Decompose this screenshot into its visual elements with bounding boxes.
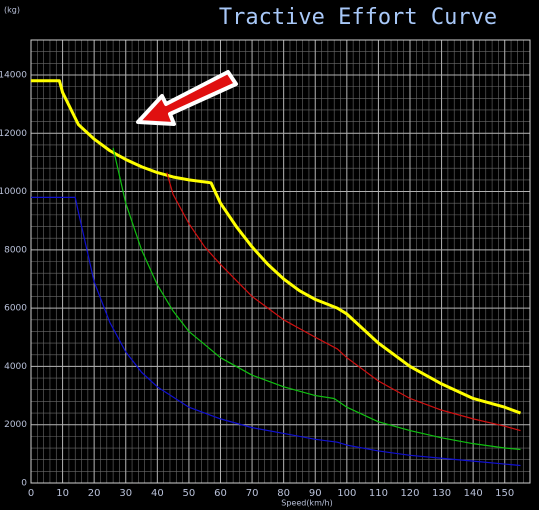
x-tick-label: 100 bbox=[337, 488, 356, 499]
arrow bbox=[136, 70, 238, 126]
x-tick-label: 30 bbox=[119, 488, 132, 499]
x-tick-label: 90 bbox=[309, 488, 322, 499]
x-tick-label: 70 bbox=[246, 488, 259, 499]
x-tick-label: 40 bbox=[151, 488, 164, 499]
plot-frame bbox=[30, 39, 531, 484]
chart-title: Tractive Effort Curve bbox=[219, 5, 497, 30]
x-tick-label: 80 bbox=[277, 488, 290, 499]
y-tick-label: 12000 bbox=[0, 129, 27, 139]
series-line bbox=[166, 172, 521, 432]
x-tick-label: 50 bbox=[183, 488, 196, 499]
y-tick-label: 4000 bbox=[4, 362, 27, 372]
x-tick-label: 110 bbox=[369, 488, 388, 499]
x-tick-label: 140 bbox=[464, 488, 483, 499]
y-axis-label: (kg) bbox=[4, 6, 20, 15]
x-tick-label: 150 bbox=[495, 488, 514, 499]
y-tick-label: 8000 bbox=[4, 245, 27, 255]
x-tick-label: 0 bbox=[28, 488, 34, 499]
y-tick-label: 6000 bbox=[4, 304, 27, 314]
x-tick-label: 10 bbox=[56, 488, 69, 499]
series-line bbox=[31, 196, 521, 467]
y-tick-label: 2000 bbox=[4, 420, 27, 430]
y-tick-label: 14000 bbox=[0, 70, 27, 80]
x-tick-label: 20 bbox=[88, 488, 101, 499]
arrow-shape bbox=[136, 70, 238, 126]
x-tick-label: 60 bbox=[214, 488, 227, 499]
x-axis-label: Speed(km/h) bbox=[281, 499, 333, 508]
x-tick-label: 130 bbox=[432, 488, 451, 499]
y-tick-label: 0 bbox=[21, 479, 27, 489]
y-tick-label: 10000 bbox=[0, 187, 27, 197]
series-line bbox=[112, 147, 521, 451]
x-tick-label: 120 bbox=[400, 488, 419, 499]
series-line bbox=[31, 79, 522, 415]
plot-area: 0 10 20 30 40 50 60 70 80 90 100 110 120 130 140 150 0 20… bbox=[0, 39, 531, 499]
